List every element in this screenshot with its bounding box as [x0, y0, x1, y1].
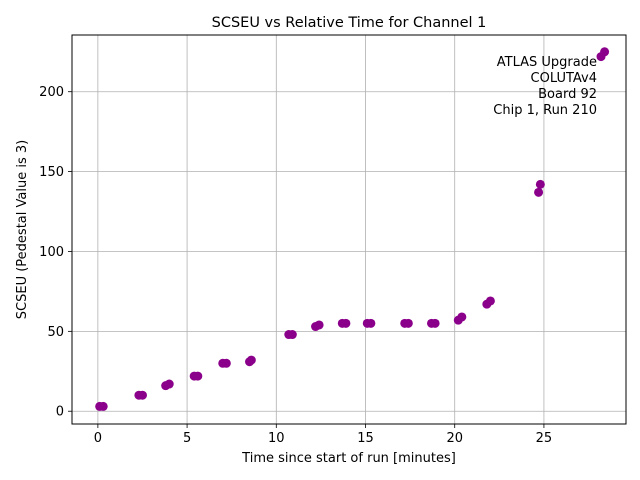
data-point	[137, 390, 147, 400]
x-tick-label: 20	[446, 431, 463, 446]
data-point	[485, 296, 495, 306]
annotation-line-3: Board 92	[538, 87, 597, 102]
y-tick-label: 0	[56, 405, 64, 420]
annotation-line-2: COLUTAv4	[531, 71, 597, 86]
data-point	[98, 401, 108, 411]
plot-frame	[71, 34, 627, 425]
data-point	[366, 318, 376, 328]
annotation-line-4: Chip 1, Run 210	[493, 103, 597, 118]
annotation-line-1: ATLAS Upgrade	[497, 55, 597, 70]
data-point	[287, 330, 297, 340]
data-point	[164, 379, 174, 389]
data-point	[193, 371, 203, 381]
data-point	[430, 318, 440, 328]
x-tick-label: 25	[536, 431, 553, 446]
plot-area	[72, 35, 626, 424]
x-axis-label: Time since start of run [minutes]	[241, 451, 456, 466]
x-tick-label: 10	[268, 431, 285, 446]
x-tick-label: 0	[94, 431, 102, 446]
y-tick-label: 150	[39, 165, 64, 180]
data-points	[95, 47, 610, 411]
x-axis: 0 5 10 15 20 25	[94, 424, 552, 446]
y-tick-label: 200	[39, 85, 64, 100]
data-point	[457, 312, 467, 322]
x-tick-label: 15	[357, 431, 374, 446]
data-point	[341, 318, 351, 328]
data-point	[534, 187, 544, 197]
data-point	[221, 358, 231, 368]
data-point	[403, 318, 413, 328]
y-axis: 0 50 100 150 200	[39, 85, 72, 420]
annotation-box: ATLAS Upgrade COLUTAv4 Board 92 Chip 1, …	[493, 55, 597, 118]
data-point	[314, 320, 324, 330]
y-axis-label: SCSEU (Pedestal Value is 3)	[15, 140, 30, 319]
data-point	[246, 355, 256, 365]
data-point	[600, 47, 610, 57]
grid	[72, 35, 626, 424]
data-point	[535, 179, 545, 189]
chart-title: SCSEU vs Relative Time for Channel 1	[212, 15, 487, 31]
x-tick-label: 5	[183, 431, 191, 446]
y-tick-label: 50	[47, 325, 64, 340]
y-tick-label: 100	[39, 245, 64, 260]
